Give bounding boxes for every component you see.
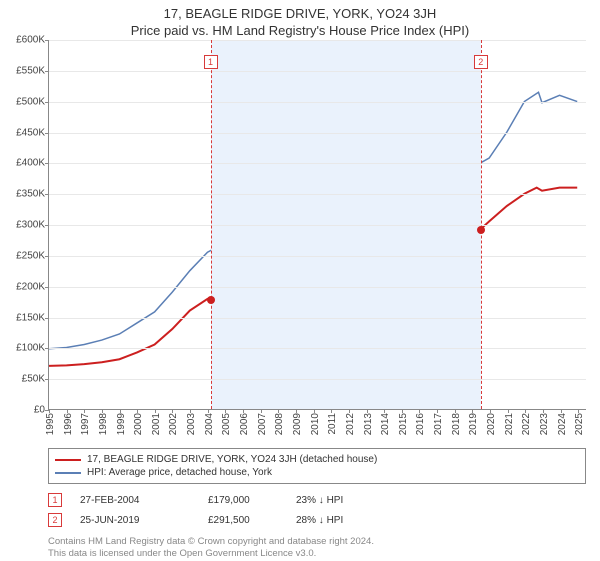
x-axis-label: 2020	[486, 413, 497, 435]
x-axis-label: 2015	[398, 413, 409, 435]
x-axis-label: 2022	[521, 413, 532, 435]
legend-label: HPI: Average price, detached house, York	[87, 467, 272, 478]
sales-list: 1 27-FEB-2004 £179,000 23% ↓ HPI 2 25-JU…	[48, 490, 586, 530]
y-axis-label: £600K	[16, 35, 45, 46]
x-axis-label: 2013	[363, 413, 374, 435]
sale-date: 27-FEB-2004	[80, 495, 190, 506]
x-axis-label: 2008	[274, 413, 285, 435]
legend-label: 17, BEAGLE RIDGE DRIVE, YORK, YO24 3JH (…	[87, 454, 377, 465]
y-axis-label: £500K	[16, 96, 45, 107]
y-axis-label: £400K	[16, 158, 45, 169]
legend-swatch	[55, 459, 81, 461]
event-vline	[481, 40, 482, 409]
legend-item: HPI: Average price, detached house, York	[55, 466, 579, 479]
title-block: 17, BEAGLE RIDGE DRIVE, YORK, YO24 3JH P…	[0, 0, 600, 40]
x-axis-label: 2009	[292, 413, 303, 435]
sale-price: £291,500	[208, 515, 278, 526]
x-axis-label: 2024	[557, 413, 568, 435]
x-axis-label: 2003	[186, 413, 197, 435]
x-axis-label: 2016	[415, 413, 426, 435]
event-vline	[211, 40, 212, 409]
y-axis-label: £0	[34, 405, 45, 416]
chart-plot-area: £0£50K£100K£150K£200K£250K£300K£350K£400…	[48, 40, 586, 410]
x-axis-label: 2018	[451, 413, 462, 435]
y-axis-label: £550K	[16, 65, 45, 76]
y-axis-label: £300K	[16, 220, 45, 231]
x-axis-label: 2017	[433, 413, 444, 435]
title-line1: 17, BEAGLE RIDGE DRIVE, YORK, YO24 3JH	[0, 6, 600, 21]
y-axis-label: £200K	[16, 281, 45, 292]
y-axis-label: £350K	[16, 189, 45, 200]
x-axis-label: 1999	[116, 413, 127, 435]
event-marker-box: 2	[474, 55, 488, 69]
x-axis-label: 2002	[168, 413, 179, 435]
legend-item: 17, BEAGLE RIDGE DRIVE, YORK, YO24 3JH (…	[55, 453, 579, 466]
title-line2: Price paid vs. HM Land Registry's House …	[0, 23, 600, 38]
sale-delta: 23% ↓ HPI	[296, 495, 343, 506]
x-axis-label: 2021	[504, 413, 515, 435]
y-axis-label: £50K	[22, 374, 45, 385]
chart-container: 17, BEAGLE RIDGE DRIVE, YORK, YO24 3JH P…	[0, 0, 600, 560]
x-axis-label: 2023	[539, 413, 550, 435]
y-axis-label: £100K	[16, 343, 45, 354]
x-axis-label: 2006	[239, 413, 250, 435]
y-axis-label: £150K	[16, 312, 45, 323]
legend-box: 17, BEAGLE RIDGE DRIVE, YORK, YO24 3JH (…	[48, 448, 586, 484]
x-axis-label: 2000	[133, 413, 144, 435]
x-axis-label: 2019	[468, 413, 479, 435]
sale-date: 25-JUN-2019	[80, 515, 190, 526]
x-axis-label: 2025	[574, 413, 585, 435]
series-marker-dot	[207, 296, 215, 304]
legend-swatch	[55, 472, 81, 474]
sale-row: 2 25-JUN-2019 £291,500 28% ↓ HPI	[48, 510, 586, 530]
series-marker-dot	[477, 226, 485, 234]
event-marker-box: 1	[204, 55, 218, 69]
sale-row: 1 27-FEB-2004 £179,000 23% ↓ HPI	[48, 490, 586, 510]
y-axis-label: £450K	[16, 127, 45, 138]
x-axis-label: 1996	[63, 413, 74, 435]
x-axis-label: 2011	[327, 413, 338, 435]
x-axis-label: 2012	[345, 413, 356, 435]
x-axis-label: 2010	[310, 413, 321, 435]
footer-line2: This data is licensed under the Open Gov…	[48, 548, 586, 560]
footer-attribution: Contains HM Land Registry data © Crown c…	[48, 536, 586, 561]
sale-marker-box: 2	[48, 513, 62, 527]
x-axis-label: 1998	[98, 413, 109, 435]
x-axis-label: 2001	[151, 413, 162, 435]
sale-delta: 28% ↓ HPI	[296, 515, 343, 526]
x-axis-label: 2014	[380, 413, 391, 435]
footer-line1: Contains HM Land Registry data © Crown c…	[48, 536, 586, 548]
sale-price: £179,000	[208, 495, 278, 506]
x-axis-label: 1997	[80, 413, 91, 435]
x-axis-label: 2004	[204, 413, 215, 435]
x-axis-label: 2005	[221, 413, 232, 435]
y-axis-label: £250K	[16, 250, 45, 261]
sale-marker-box: 1	[48, 493, 62, 507]
x-axis-label: 1995	[45, 413, 56, 435]
x-axis-label: 2007	[257, 413, 268, 435]
